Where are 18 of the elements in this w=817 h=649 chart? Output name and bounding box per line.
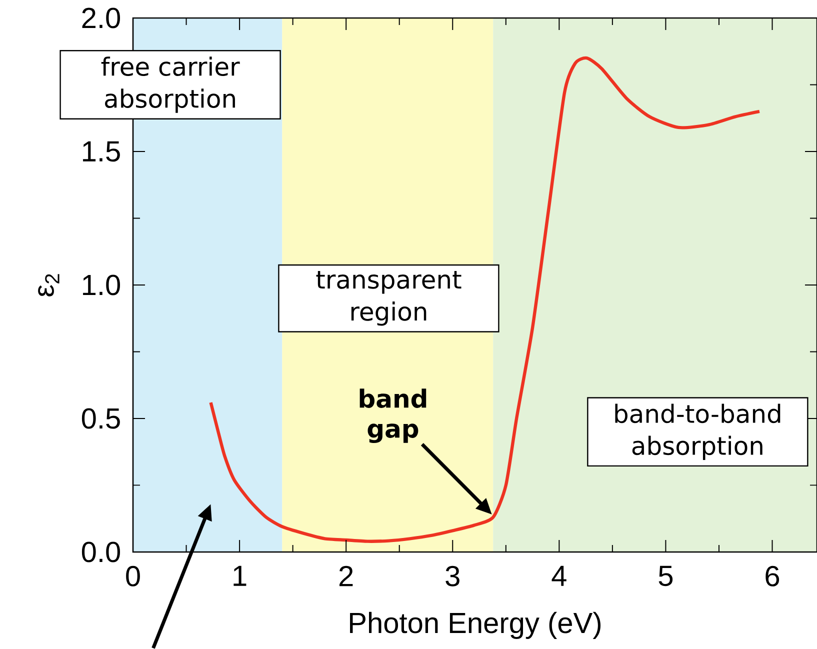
y-tick-label: 1.5 [83, 141, 120, 162]
x-tick-label: 3 [446, 566, 460, 586]
x-tick-label: 6 [766, 566, 780, 586]
y-tick-label: 0.5 [82, 408, 120, 429]
x-tick-label: 1 [234, 566, 246, 586]
band-label: transparent region [316, 270, 462, 326]
x-axis-title: Photon Energy (eV) [350, 612, 600, 639]
x-tick-label: 0 [126, 566, 140, 586]
y-tick-label: 1.0 [83, 274, 120, 296]
x-tick-label: 4 [552, 566, 566, 586]
y-tick-label: 2.0 [82, 8, 120, 28]
annotation: band gap [360, 388, 426, 444]
y-axis-title: ε$_{2}$ [38, 274, 60, 296]
x-tick-label: 5 [658, 566, 673, 586]
x-tick-label: 2 [339, 566, 353, 586]
band-label: band-to-band absorption [615, 404, 780, 460]
y-tick-label: 0.0 [82, 542, 120, 562]
band-label: free carrier absorption [101, 56, 240, 113]
